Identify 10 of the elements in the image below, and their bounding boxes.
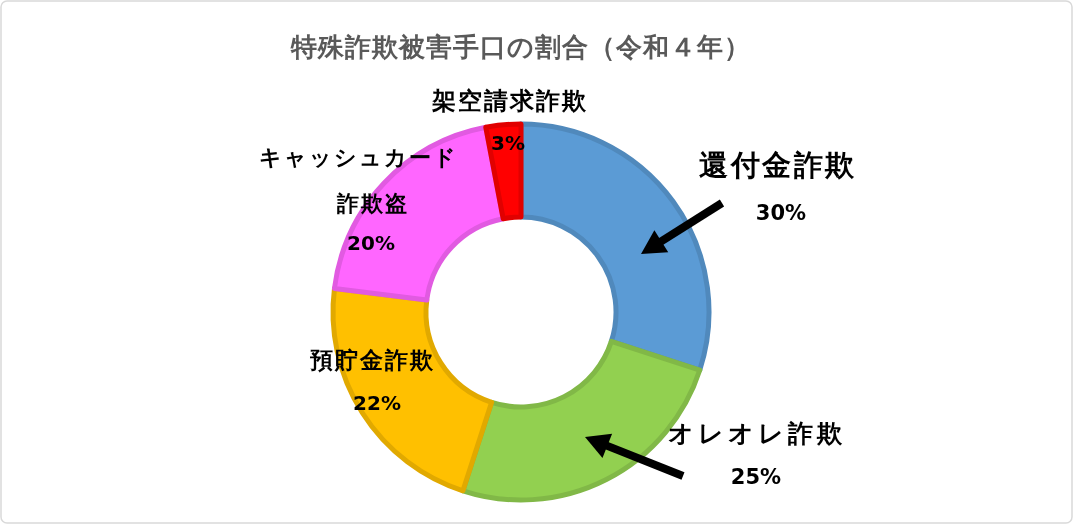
slice-label: オレオレ詐欺 — [668, 418, 846, 448]
slice-label: 還付金詐欺 — [699, 148, 857, 182]
data-label: 22% — [353, 391, 401, 415]
data-label: 20% — [347, 231, 395, 255]
donut-slice — [460, 338, 703, 503]
data-label: 25% — [730, 465, 782, 489]
slice-label: 架空請求詐欺 — [431, 87, 588, 115]
chart-title: 特殊詐欺被害手口の割合（令和４年） — [290, 32, 751, 62]
data-label: 30% — [755, 201, 807, 225]
slice-label: キャッシュカード詐欺盗 — [258, 144, 458, 216]
